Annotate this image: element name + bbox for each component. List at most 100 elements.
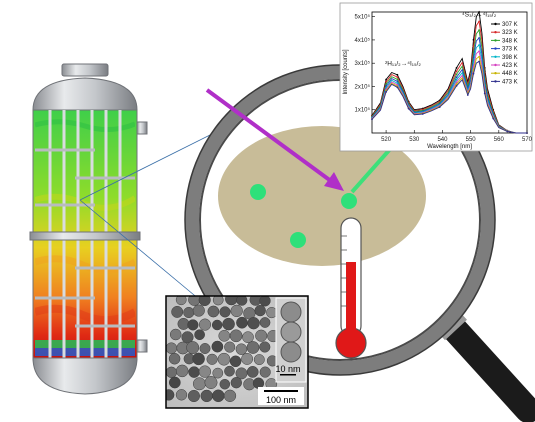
tem-nanoparticle — [187, 319, 199, 331]
series-point — [478, 55, 480, 58]
series-point — [385, 85, 387, 87]
tem-nanoparticle — [168, 352, 181, 365]
series-point — [455, 84, 458, 87]
tem-nanoparticle — [219, 306, 231, 318]
tem-nanoparticle — [175, 364, 189, 378]
magnifier-handle — [435, 309, 535, 422]
series-point — [478, 60, 480, 63]
series-point — [371, 118, 373, 121]
tem-nanoparticle — [212, 389, 225, 403]
thermometer-level — [346, 262, 356, 342]
nanoparticle-3 — [341, 193, 357, 209]
tem-nanoparticle — [219, 378, 231, 390]
series-point — [385, 91, 387, 93]
tem-nanoparticle — [183, 306, 195, 319]
y-axis-label: Intensity [counts] — [343, 49, 349, 94]
y-tick-label: 2x10⁵ — [355, 83, 371, 90]
tem-nanoparticle — [194, 329, 205, 341]
y-tick-label: 3x10⁵ — [355, 60, 371, 67]
tem-nanoparticle — [212, 296, 224, 306]
tem-nanoparticle — [198, 296, 211, 307]
tem-nanoparticle — [236, 296, 248, 306]
x-tick-label: 530 — [409, 137, 420, 143]
series-point — [455, 78, 458, 81]
series-line-398K — [371, 44, 527, 134]
tem-nanoparticle — [192, 352, 205, 366]
excitation-arrow — [205, 88, 344, 191]
tem-nanoparticle — [198, 318, 212, 331]
legend-label: 373 K — [502, 47, 518, 53]
reactor-bottom-cap — [32, 357, 138, 395]
series-point — [455, 83, 458, 86]
series-point — [478, 37, 480, 39]
tem-nanoparticle — [236, 316, 248, 329]
legend-label: 423 K — [502, 63, 518, 69]
tem-nanoparticle — [204, 376, 218, 389]
legend: 307 K 323 K 348 K 373 K 398 K 423 K 448 K 473 K — [491, 22, 518, 85]
legend-label: 348 K — [502, 38, 518, 44]
series-point — [455, 66, 458, 69]
tem-nanoparticle — [168, 376, 181, 389]
reactor-top-nozzle — [61, 63, 109, 77]
series-point — [396, 83, 399, 86]
tem-nanoparticle — [192, 377, 206, 391]
tem-nanoparticle — [211, 319, 223, 331]
x-tick-label: 560 — [494, 137, 505, 143]
tem-nanoparticle — [241, 352, 254, 365]
series-point — [396, 80, 399, 83]
tem-nanoparticle — [266, 307, 278, 319]
series-point — [483, 92, 486, 95]
legend-label: 307 K — [502, 22, 518, 28]
series-point — [396, 78, 399, 81]
series-lines — [371, 10, 528, 134]
series-point — [438, 106, 441, 109]
tem-nanoparticle — [229, 355, 242, 368]
tem-nanoparticle — [259, 366, 271, 378]
legend-label: 323 K — [502, 30, 518, 36]
tem-nanoparticle — [187, 389, 200, 403]
tem-nanoparticle — [175, 389, 188, 401]
series-point — [421, 113, 424, 115]
tem-nanoparticle — [223, 389, 237, 402]
tem-nanoparticle — [199, 343, 211, 354]
tem-nanoparticle — [230, 377, 242, 389]
tem-nanoparticle — [235, 343, 248, 355]
series-line-373K — [371, 37, 527, 134]
sample-disk — [218, 126, 426, 266]
series-point — [385, 83, 387, 85]
series-point — [506, 130, 509, 133]
x-tick-label: 520 — [381, 137, 392, 143]
series-point — [455, 70, 458, 73]
tem-nanoparticle — [166, 366, 178, 378]
x-axis: 520 530 540 550 560 570 — [381, 130, 533, 143]
tem-nanoparticle — [166, 342, 178, 354]
series-line-473K — [371, 60, 527, 134]
tem-nanoparticle — [206, 353, 218, 365]
tem-nanoparticle — [242, 331, 254, 344]
legend-marker — [494, 39, 497, 42]
plot-area — [371, 11, 528, 134]
series-point — [396, 86, 399, 89]
x-tick-label: 570 — [522, 137, 533, 143]
tem-nanoparticle — [255, 329, 268, 342]
series-point — [478, 44, 480, 46]
tem-nanoparticle — [171, 305, 184, 318]
legend-marker — [494, 80, 497, 83]
tem-nanoparticle — [218, 329, 231, 342]
y-axis: 1x10⁵ 2x10⁵ 3x10⁵ 4x10⁵ 5x10⁵ — [355, 14, 375, 114]
tem-nanoparticle — [224, 365, 235, 377]
tem-nanoparticle — [230, 304, 243, 318]
legend-marker — [494, 63, 497, 67]
tem-nanoparticle — [200, 389, 213, 403]
tem-nanoparticle — [207, 305, 220, 318]
tem-nanoparticle — [259, 317, 271, 328]
nanoparticle-1 — [250, 184, 266, 200]
tem-nanoparticle — [246, 341, 260, 354]
reactor-column — [29, 63, 148, 395]
transition-label: ²H₁₁/₂→⁴I₁₅/₂ — [385, 61, 421, 68]
tem-nanoparticle — [252, 377, 265, 389]
y-tick-label: 5x10⁵ — [355, 14, 371, 21]
tem-nanoparticle — [198, 365, 212, 378]
x-axis-label: Wavelength [nm] — [427, 144, 472, 150]
